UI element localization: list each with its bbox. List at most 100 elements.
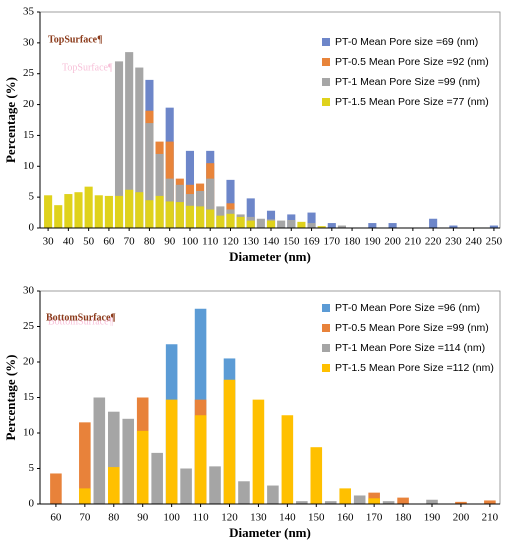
- annotation: BottomSurface¶: [46, 312, 116, 323]
- bar: [145, 200, 154, 228]
- y-tick-label: 25: [23, 67, 35, 79]
- bar: [246, 220, 255, 228]
- bar: [44, 195, 53, 228]
- bar: [196, 206, 205, 228]
- bar: [256, 218, 265, 228]
- x-tick-label: 60: [103, 236, 115, 248]
- legend-swatch: [322, 344, 330, 352]
- bar: [64, 194, 73, 228]
- x-tick-label: 120: [221, 512, 238, 524]
- bar: [114, 195, 124, 228]
- bar: [252, 399, 265, 504]
- x-axis-title: Diameter (nm): [229, 249, 311, 264]
- x-tick-label: 150: [308, 512, 325, 524]
- y-axis-title: Percentage (%): [3, 354, 18, 440]
- annotation: TopSurface¶: [48, 34, 102, 45]
- y-tick-label: 5: [29, 462, 35, 474]
- bar: [382, 501, 395, 504]
- x-tick-label: 250: [486, 236, 503, 248]
- legend-swatch: [322, 364, 330, 372]
- y-tick-label: 35: [23, 6, 35, 18]
- y-tick-label: 30: [23, 36, 35, 48]
- x-tick-label: 110: [193, 512, 210, 524]
- x-tick-label: 180: [344, 236, 361, 248]
- legend-label: PT-1 Mean Pore Size =99 (nm): [335, 76, 480, 88]
- y-tick-label: 10: [23, 160, 35, 172]
- legend-swatch: [322, 38, 330, 46]
- bar: [324, 501, 337, 504]
- x-tick-label: 50: [83, 236, 95, 248]
- x-tick-label: 200: [384, 236, 401, 248]
- bar: [339, 488, 352, 504]
- x-tick-label: 140: [263, 236, 280, 248]
- bar: [267, 485, 279, 504]
- x-tick-label: 120: [222, 236, 239, 248]
- bar: [185, 205, 195, 228]
- bar: [296, 501, 308, 504]
- legend-swatch: [322, 58, 330, 66]
- y-tick-label: 25: [23, 320, 35, 332]
- bar: [223, 379, 236, 504]
- legend-label: PT-0 Mean Pore size =69 (nm): [335, 36, 478, 48]
- bar: [135, 67, 144, 229]
- bar: [236, 216, 245, 228]
- y-axis-title: Percentage (%): [3, 77, 18, 163]
- bar: [206, 178, 215, 228]
- bar: [107, 411, 120, 504]
- x-tick-label: 160: [337, 512, 354, 524]
- annotation-ghost: BottomSurface¶: [48, 316, 114, 327]
- y-tick-label: 20: [23, 98, 35, 110]
- x-tick-label: 90: [137, 512, 149, 524]
- bar: [238, 481, 250, 504]
- bar: [74, 192, 83, 228]
- y-tick-label: 15: [23, 129, 35, 141]
- x-tick-label: 240: [465, 236, 482, 248]
- x-tick-label: 30: [43, 236, 55, 248]
- bar: [327, 223, 336, 228]
- bar: [79, 422, 91, 504]
- y-tick-label: 0: [29, 222, 35, 234]
- x-tick-label: 180: [395, 512, 412, 524]
- legend-label: PT-0.5 Mean Pore Size =99 (nm): [335, 322, 489, 334]
- x-tick-label: 170: [324, 236, 341, 248]
- x-tick-label: 100: [182, 236, 199, 248]
- x-tick-label: 70: [79, 512, 91, 524]
- bar: [484, 500, 496, 504]
- bar: [136, 430, 149, 504]
- bar: [194, 415, 207, 504]
- y-tick-label: 15: [23, 391, 35, 403]
- bar: [449, 225, 458, 228]
- x-tick-label: 220: [425, 236, 442, 248]
- bar: [209, 466, 221, 504]
- legend-swatch: [322, 324, 330, 332]
- bar: [317, 226, 326, 228]
- bar: [297, 221, 306, 228]
- bar: [165, 399, 178, 504]
- bar: [84, 186, 93, 228]
- x-tick-label: 70: [124, 236, 136, 248]
- bar: [54, 205, 63, 228]
- x-tick-label: 169: [303, 236, 320, 248]
- legend-label: PT-0 Mean Pore Size =96 (nm): [335, 302, 480, 314]
- y-tick-label: 30: [23, 285, 35, 297]
- bar: [310, 447, 323, 504]
- y-tick-label: 20: [23, 356, 35, 368]
- x-tick-label: 40: [63, 236, 75, 248]
- x-tick-label: 90: [164, 236, 176, 248]
- bar: [151, 452, 163, 504]
- x-tick-label: 130: [242, 236, 259, 248]
- bar: [388, 223, 397, 228]
- x-tick-label: 150: [283, 236, 300, 248]
- x-tick-label: 80: [108, 512, 120, 524]
- x-tick-label: 200: [453, 512, 470, 524]
- bar: [122, 418, 135, 504]
- bar: [246, 198, 255, 228]
- bar: [155, 195, 164, 228]
- x-tick-label: 110: [202, 236, 219, 248]
- bar: [114, 61, 124, 228]
- annotation-ghost: TopSurface¶: [62, 62, 113, 73]
- bar: [266, 220, 276, 228]
- legend-label: PT-0.5 Mean Pore Size =92 (nm): [335, 56, 489, 68]
- bar: [125, 52, 134, 228]
